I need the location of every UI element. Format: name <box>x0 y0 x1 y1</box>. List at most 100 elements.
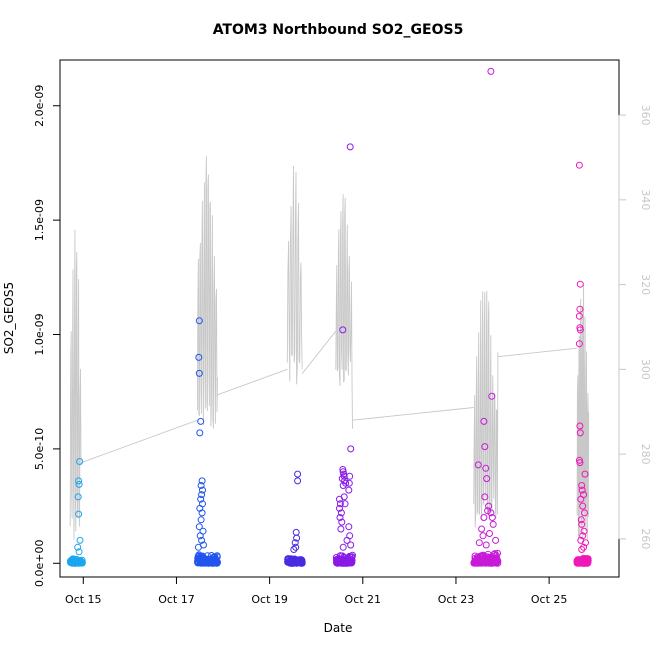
data-point <box>338 475 346 483</box>
data-point <box>338 518 346 526</box>
data-point <box>345 523 353 531</box>
gray-spike-line <box>69 229 82 540</box>
data-point <box>482 541 490 549</box>
gray-spike-line <box>335 194 353 429</box>
data-point <box>75 548 83 556</box>
data-point <box>346 143 354 151</box>
data-point <box>74 493 82 501</box>
data-point <box>577 495 585 503</box>
y-tick-label: 2.0e-09 <box>33 85 46 127</box>
data-point <box>340 493 348 501</box>
gray-transit-line <box>217 368 288 396</box>
x-tick-label: Oct 15 <box>65 593 102 606</box>
data-point <box>294 470 302 478</box>
data-point <box>488 514 496 521</box>
gray-transit-line <box>81 419 198 464</box>
data-point <box>75 477 83 485</box>
data-point <box>578 546 586 553</box>
data-point <box>336 500 344 508</box>
data-point <box>576 459 584 467</box>
data-point <box>476 552 484 560</box>
chart-title: ATOM3 Northbound SO2_GEOS5 <box>213 22 464 38</box>
y-tick-label: 0.0e+00 <box>33 540 46 587</box>
data-point <box>579 502 587 510</box>
data-point <box>481 443 489 451</box>
data-point <box>474 461 482 469</box>
gray-spike-line <box>286 165 303 385</box>
y-axis: 0.0e+00 5.0e-10 1.0e-09 1.5e-09 2.0e-09 <box>33 85 61 587</box>
data-point <box>576 280 584 288</box>
data-point <box>199 486 206 494</box>
y-axis-label: SO2_GEOS5 <box>2 282 16 354</box>
data-point <box>480 417 488 425</box>
data-point <box>475 559 482 567</box>
data-point <box>74 543 82 551</box>
data-point <box>337 525 345 533</box>
data-point <box>346 472 354 480</box>
data-point <box>213 557 221 565</box>
data-point <box>485 502 493 510</box>
data-point <box>487 509 495 517</box>
data-point <box>575 558 583 565</box>
y-tick-label: 1.5e-09 <box>33 199 46 241</box>
data-point <box>197 417 205 425</box>
data-point <box>481 493 489 501</box>
gray-transit-line <box>497 347 578 358</box>
data-point <box>76 536 84 544</box>
data-point <box>345 479 353 487</box>
data-point <box>75 510 83 518</box>
data-point <box>339 326 347 334</box>
data-point <box>293 534 301 542</box>
data-point <box>291 539 299 547</box>
data-point <box>478 525 486 533</box>
gray-transit-line <box>301 330 337 374</box>
data-point <box>475 539 483 547</box>
data-point <box>488 392 496 400</box>
data-point <box>578 486 586 494</box>
data-point <box>343 554 351 562</box>
data-point <box>209 559 217 567</box>
data-point <box>480 514 488 521</box>
data-point <box>298 558 306 566</box>
data-point <box>339 482 347 489</box>
data-point <box>337 509 345 517</box>
x-axis: Oct 15 Oct 17 Oct 19 Oct 21 Oct 23 Oct 25 <box>65 576 568 606</box>
data-point <box>346 552 353 560</box>
data-point <box>199 555 207 563</box>
data-point <box>339 543 347 551</box>
right-tick-label: 360 <box>639 105 650 126</box>
x-tick-label: Oct 23 <box>438 593 475 606</box>
right-tick-label: 280 <box>639 444 650 465</box>
data-point <box>581 470 589 478</box>
data-point <box>576 429 584 437</box>
data-point <box>482 464 490 472</box>
data-point <box>347 541 355 549</box>
x-tick-label: Oct 19 <box>251 593 288 606</box>
data-point <box>579 532 587 540</box>
data-point <box>75 557 82 565</box>
gray-spike-line <box>196 156 218 429</box>
data-point <box>198 509 206 517</box>
data-point <box>342 479 350 487</box>
data-point <box>197 516 205 524</box>
gray-transit-line <box>352 407 474 421</box>
data-point <box>194 543 202 551</box>
scatter-points <box>67 67 592 567</box>
x-tick-label: Oct 25 <box>531 593 568 606</box>
data-point <box>577 516 585 524</box>
data-point <box>581 509 588 517</box>
gray-spike-line <box>473 290 499 528</box>
data-point <box>575 161 583 169</box>
data-point <box>76 458 84 465</box>
data-point <box>284 558 292 566</box>
right-axis: 260 280 300 320 340 360 <box>618 105 650 549</box>
data-point <box>479 532 487 540</box>
data-point <box>489 520 497 528</box>
data-point <box>75 559 82 567</box>
data-point <box>575 312 583 320</box>
data-point <box>487 67 495 75</box>
data-point <box>575 340 583 348</box>
data-point <box>196 532 204 540</box>
data-point <box>198 477 206 485</box>
data-point <box>576 422 584 430</box>
